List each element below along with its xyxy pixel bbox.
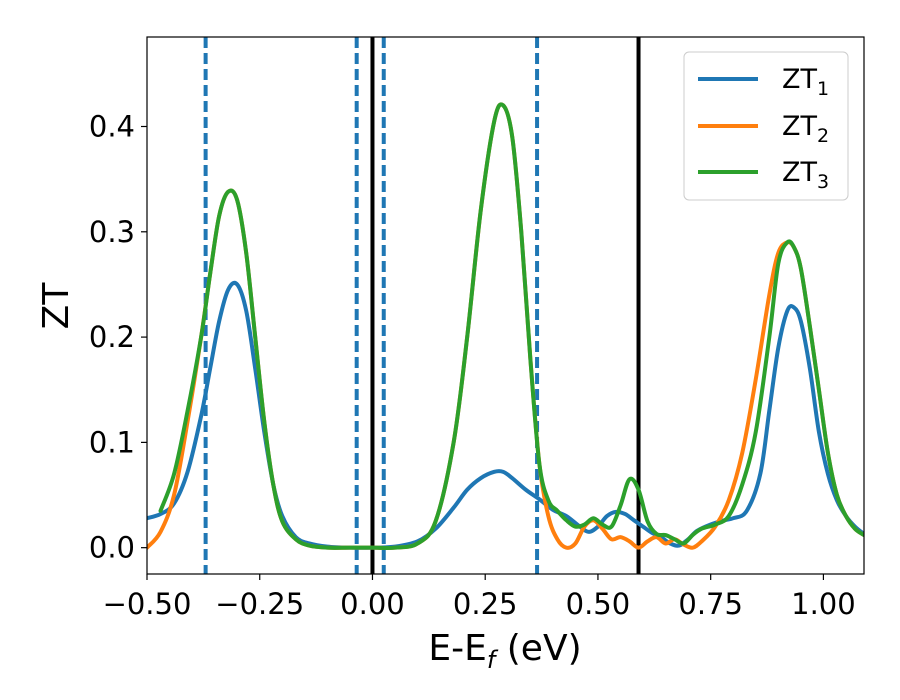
y-tick-label: 0.4: [89, 110, 135, 144]
plot-frame: [146, 36, 865, 575]
series-layer: [147, 102, 864, 550]
y-tick-label: 0.2: [89, 320, 135, 354]
legend-entry-zt1: ZT1: [698, 64, 829, 100]
legend-box: [683, 51, 849, 201]
y-tick-label: 0.0: [89, 531, 135, 565]
x-tick-label: 1.00: [791, 587, 856, 621]
series-line-zt1: [147, 280, 864, 550]
x-tick-label: −0.25: [215, 587, 304, 621]
x-axis-label: E-Ef (eV): [428, 628, 581, 674]
legend: ZT1 ZT2 ZT3: [683, 51, 849, 201]
x-tick-label: 0.00: [340, 587, 405, 621]
x-tick-label: −0.50: [103, 587, 192, 621]
y-tick-label: 0.3: [89, 215, 135, 249]
legend-label-zt3: ZT3: [782, 157, 829, 193]
legend-entry-zt3: ZT3: [698, 157, 829, 193]
legend-label-zt2: ZT2: [782, 111, 829, 147]
x-tick-label: 0.25: [453, 587, 518, 621]
series-line-zt3: [158, 102, 864, 550]
x-axis-ticks: −0.50 −0.25 0.00 0.25 0.50 0.75 1.00: [103, 574, 856, 621]
x-tick-label: 0.50: [566, 587, 631, 621]
legend-entry-zt2: ZT2: [698, 111, 829, 147]
y-axis-ticks: 0.0 0.1 0.2 0.3 0.4: [89, 110, 147, 565]
legend-label-zt1: ZT1: [782, 64, 829, 100]
y-tick-label: 0.1: [89, 425, 135, 459]
y-axis-label: ZT: [36, 282, 77, 330]
vertical-reference-lines: [203, 37, 641, 574]
x-tick-label: 0.75: [678, 587, 743, 621]
